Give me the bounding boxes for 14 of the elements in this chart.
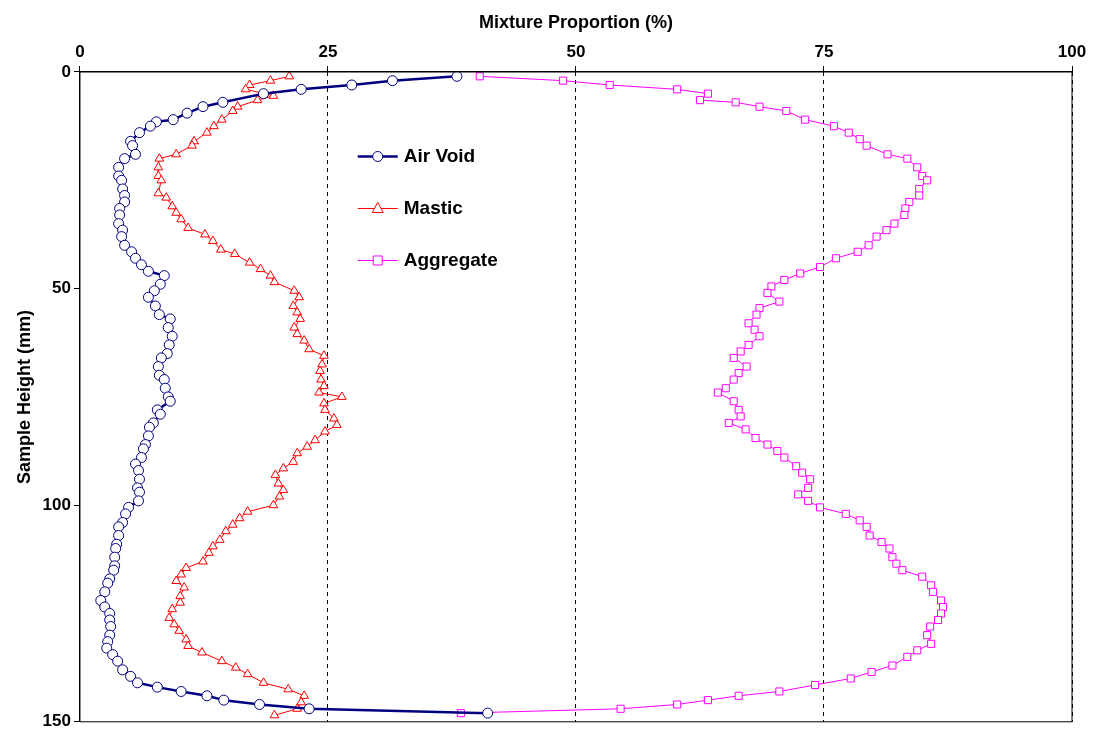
legend-label: Mastic [403,196,464,218]
y-tick-label: 0 [61,61,71,81]
x-tick-label: 0 [75,42,85,62]
x-tick-label: 50 [566,42,586,62]
x-axis-title: Mixture Proportion (%) [478,11,673,32]
x-tick-label: 75 [814,42,834,62]
x-tick-label: 100 [1057,42,1087,62]
legend-label: Aggregate [403,248,498,270]
y-tick-label: 50 [52,278,71,298]
x-tick-label: 25 [318,42,338,62]
y-axis-title: Sample Height (mm) [13,309,34,484]
y-tick-label: 150 [42,711,71,731]
legend-label: Air Void [403,144,476,166]
y-tick-label: 100 [42,494,71,514]
